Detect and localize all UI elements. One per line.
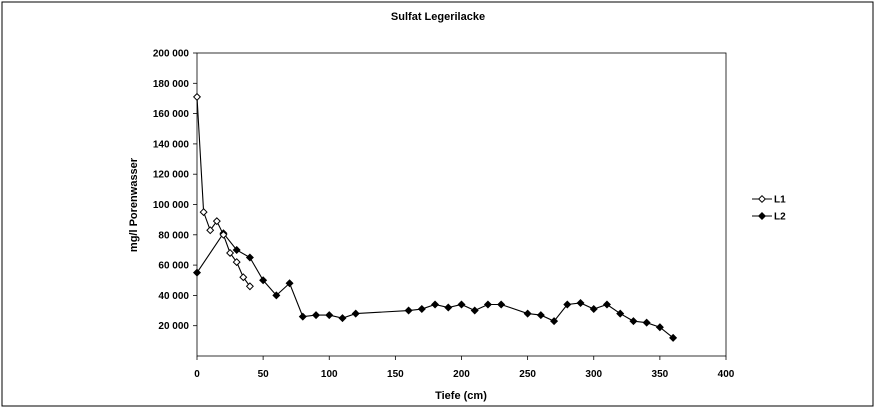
- y-tick-label: 200 000: [153, 49, 190, 60]
- y-axis: 20 000 40 000 60 000 80 000 100 000 120 000 14…: [153, 49, 197, 332]
- data-point-l2: [298, 312, 307, 321]
- y-tick-label: 40 000: [158, 291, 189, 302]
- data-point-l2: [563, 300, 572, 309]
- y-tick-label: 140 000: [153, 139, 190, 150]
- series-l1: [192, 92, 254, 291]
- x-axis-label: Tiefe (cm): [435, 390, 487, 402]
- legend: L1 L2: [752, 195, 786, 223]
- data-point-l2: [272, 291, 281, 300]
- data-point-l1: [232, 258, 241, 267]
- data-point-l2: [497, 300, 506, 309]
- data-point-l2: [642, 318, 651, 327]
- x-tick-label: 100: [321, 369, 338, 380]
- y-tick-label: 160 000: [153, 109, 190, 120]
- data-point-l2: [470, 306, 479, 315]
- data-point-l2: [669, 333, 678, 342]
- y-tick-label: 100 000: [153, 200, 190, 211]
- data-point-l1: [192, 92, 202, 101]
- data-point-l2: [536, 311, 545, 320]
- data-point-l2: [232, 245, 241, 254]
- data-point-l2: [444, 303, 453, 312]
- data-point-l2: [431, 300, 440, 309]
- data-point-l2: [312, 311, 321, 320]
- chart-title: Sulfat Legerilacke: [391, 11, 485, 23]
- x-tick-label: 0: [194, 369, 200, 380]
- data-point-l2: [245, 253, 254, 262]
- data-point-l2: [457, 300, 466, 309]
- data-point-l2: [338, 314, 347, 323]
- data-point-l2: [351, 309, 360, 318]
- x-tick-label: 400: [718, 369, 735, 380]
- data-point-l2: [523, 309, 532, 318]
- data-point-l2: [655, 323, 664, 332]
- data-point-l2: [602, 300, 611, 309]
- data-point-l2: [259, 276, 268, 285]
- y-tick-label: 20 000: [158, 321, 189, 332]
- y-tick-label: 180 000: [153, 79, 190, 90]
- data-point-l1: [226, 248, 235, 257]
- y-tick-label: 80 000: [158, 230, 189, 241]
- series-l2: [192, 229, 678, 342]
- data-point-l1: [239, 273, 248, 282]
- data-point-l1: [199, 208, 208, 217]
- data-point-l2: [576, 298, 585, 307]
- data-point-l2: [404, 306, 413, 315]
- data-point-l1: [245, 282, 254, 291]
- x-tick-label: 150: [387, 369, 404, 380]
- data-point-l2: [550, 317, 559, 326]
- data-point-l1: [219, 230, 228, 239]
- x-tick-label: 250: [519, 369, 536, 380]
- data-point-l2: [285, 279, 294, 288]
- data-point-l2: [417, 305, 426, 314]
- legend-label: L1: [774, 195, 786, 206]
- data-point-l2: [483, 300, 492, 309]
- y-axis-label: mg/l Porenwasser: [128, 157, 140, 252]
- y-tick-label: 120 000: [153, 170, 190, 181]
- x-tick-label: 350: [652, 369, 669, 380]
- x-tick-label: 200: [453, 369, 470, 380]
- x-tick-label: 300: [585, 369, 602, 380]
- series-layer: [192, 92, 678, 342]
- data-point-l2: [616, 309, 625, 318]
- data-point-l2: [192, 268, 202, 277]
- data-point-l2: [589, 305, 598, 314]
- series-line-l2: [196, 232, 674, 339]
- data-point-l1: [206, 226, 215, 235]
- plot-area: [196, 52, 727, 357]
- data-point-l2: [629, 317, 638, 326]
- legend-label: L2: [774, 212, 786, 223]
- y-tick-label: 60 000: [158, 261, 189, 272]
- series-line-l1: [196, 96, 251, 287]
- data-point-l1: [212, 217, 221, 226]
- legend-marker: [757, 194, 767, 204]
- x-tick-label: 50: [258, 369, 270, 380]
- x-axis: 0 50 100 150 200 250 300 350 400: [194, 356, 735, 380]
- legend-marker: [757, 211, 767, 221]
- data-point-l2: [325, 311, 334, 320]
